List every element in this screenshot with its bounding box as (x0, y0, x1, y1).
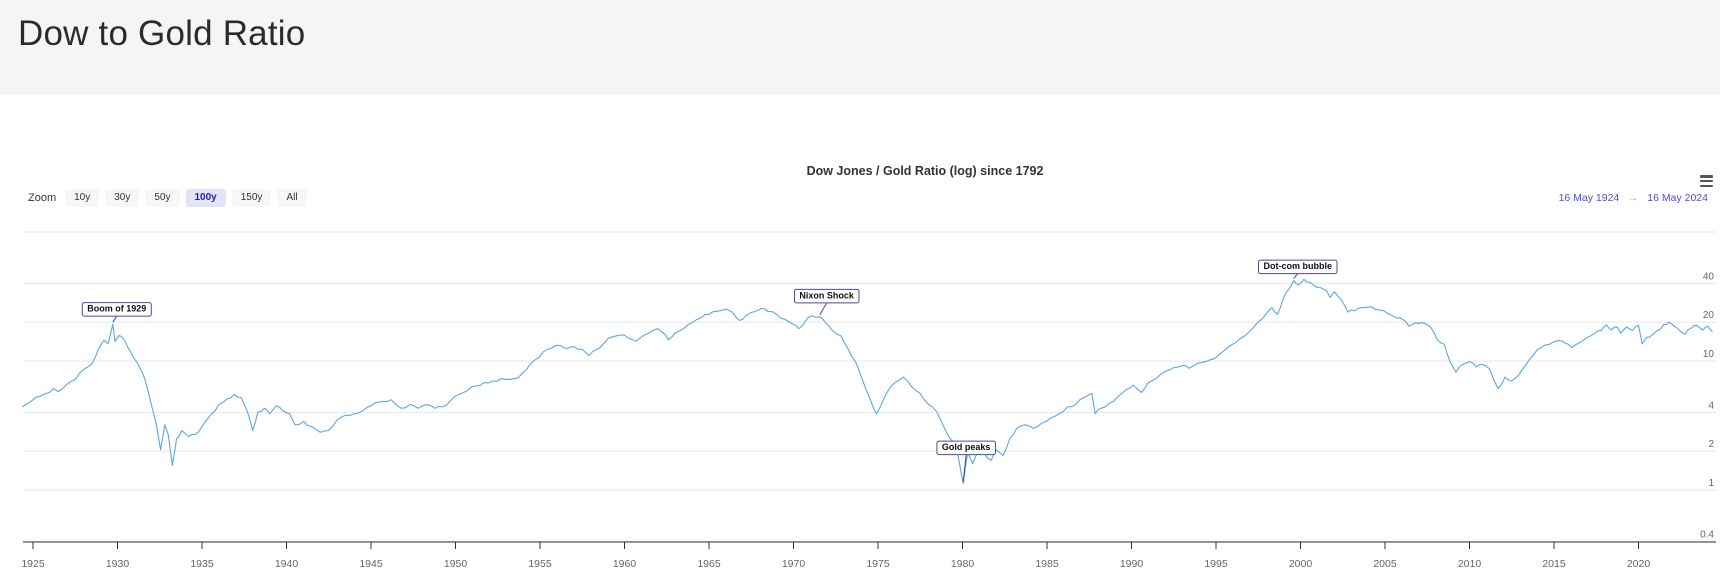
range-button-100y[interactable]: 100y (185, 189, 226, 207)
y-axis-label: 10 (1703, 349, 1715, 360)
page-title: Dow to Gold Ratio (18, 14, 306, 53)
x-axis-label: 1940 (275, 558, 299, 570)
x-axis-label: 1950 (444, 558, 468, 570)
annotation-label: Boom of 1929 (87, 304, 146, 314)
annotation-connector (1293, 273, 1299, 279)
annotation-connector (819, 302, 828, 316)
x-axis-label: 2020 (1627, 558, 1651, 570)
range-button-all[interactable]: All (277, 189, 307, 207)
chart-plot-svg: 1925 1930 1935 1940 1945 1950 1955 1960 1965 1970… (21, 225, 1716, 570)
x-axis-label: 1990 (1120, 558, 1144, 570)
range-button-50y[interactable]: 50y (145, 189, 180, 207)
annotation-box (81, 302, 152, 317)
x-axis-label: 1935 (190, 558, 214, 570)
annotation-box (1257, 259, 1338, 275)
y-axis-label: 1 (1708, 478, 1714, 489)
x-axis-label: 1955 (528, 558, 552, 570)
annotation-box (793, 288, 860, 304)
annotation-label: Gold peaks (942, 442, 991, 452)
x-axis-label: 2000 (1289, 558, 1313, 570)
chart-region: 1925 1930 1935 1940 1945 1950 1955 1960 1965 1970… (0, 95, 1720, 583)
date-from-input[interactable]: 16 May 1924 (1558, 192, 1620, 204)
range-button-10y[interactable]: 10y (65, 189, 100, 207)
x-axis-label: 2005 (1373, 558, 1397, 570)
y-axis-label: 0.4 (1700, 529, 1714, 540)
chart-title: Dow Jones / Gold Ratio (log) since 1792 (806, 164, 1044, 178)
page-header: Dow to Gold Ratio (0, 0, 1720, 95)
y-axis-label: 2 (1708, 439, 1714, 450)
date-range-arrow-icon: → (1628, 192, 1639, 204)
x-axis-label: 1965 (697, 558, 721, 570)
annotation-dot-com-bubble: Dot-com bubble (1257, 259, 1338, 279)
zoom-label: Zoom (28, 192, 57, 204)
range-selector-toolbar: Zoom 10y 30y 50y 100y 150y All (28, 189, 307, 207)
annotation-connector (112, 315, 118, 323)
x-axis-label: 1945 (359, 558, 383, 570)
x-axis-label: 2015 (1542, 558, 1566, 570)
x-axis-label: 1980 (951, 558, 975, 570)
hamburger-menu-icon[interactable] (1700, 175, 1713, 187)
x-axis-label: 1930 (106, 558, 130, 570)
x-axis-label: 1960 (613, 558, 637, 570)
series-line[interactable] (22, 278, 1713, 485)
annotation-label: Nixon Shock (799, 290, 855, 300)
y-axis-label: 40 (1703, 271, 1715, 282)
annotation-gold-peaks: Gold peaks (936, 440, 996, 482)
annotation-nixon-shock: Nixon Shock (793, 288, 860, 316)
y-axis-label: 4 (1708, 400, 1714, 411)
annotation-box (936, 440, 996, 456)
annotation-label: Dot-com bubble (1263, 261, 1332, 271)
range-button-150y[interactable]: 150y (231, 189, 272, 207)
date-to-input[interactable]: 16 May 2024 (1647, 192, 1708, 204)
x-axis-label: 1995 (1204, 558, 1228, 570)
x-axis-label: 2010 (1458, 558, 1482, 570)
annotation-boom-of-1929: Boom of 1929 (81, 302, 152, 323)
range-button-30y[interactable]: 30y (105, 189, 140, 207)
annotation-connector (962, 454, 967, 482)
x-axis-label: 1985 (1035, 558, 1059, 570)
plot-area[interactable] (23, 225, 1716, 542)
date-range: 16 May 1924 → 16 May 2024 (1559, 192, 1708, 204)
x-axis-label: 1925 (21, 558, 45, 570)
x-axis-label: 1975 (866, 558, 890, 570)
y-axis-label: 20 (1703, 310, 1715, 321)
x-axis-label: 1970 (782, 558, 806, 570)
